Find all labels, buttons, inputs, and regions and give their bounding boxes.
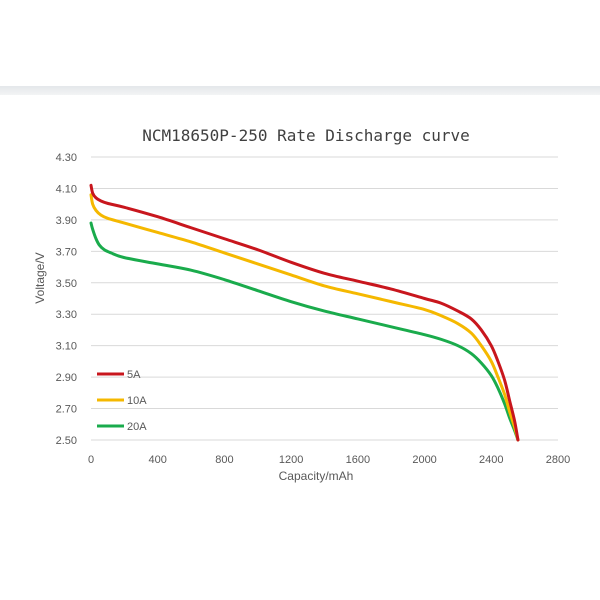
y-tick-label: 3.30 [56, 309, 77, 321]
series-line-20a [89, 221, 520, 442]
x-tick-label: 0 [88, 454, 94, 466]
legend-label: 10A [127, 395, 147, 407]
y-axis-label: Voltage/V [33, 252, 47, 303]
y-tick-label: 3.10 [56, 341, 77, 353]
legend: 5A 10A 20A [97, 369, 147, 433]
x-tick-label: 2000 [412, 454, 436, 466]
x-tick-label: 1600 [346, 454, 370, 466]
y-tick-label: 3.90 [56, 215, 77, 227]
x-tick-label: 400 [149, 454, 167, 466]
x-axis-label: Capacity/mAh [279, 469, 354, 483]
chart-title: NCM18650P-250 Rate Discharge curve [142, 126, 470, 145]
y-tick-label: 2.50 [56, 435, 77, 447]
legend-label: 20A [127, 421, 147, 433]
y-tick-label: 4.10 [56, 183, 77, 195]
legend-label: 5A [127, 369, 141, 381]
y-tick-label: 3.50 [56, 278, 77, 290]
x-tick-labels: 0 400 800 1200 1600 2000 2400 2800 [88, 454, 570, 466]
series-line-5a [89, 183, 520, 442]
series-lines [89, 183, 520, 442]
y-tick-label: 3.70 [56, 246, 77, 258]
header-band [0, 86, 600, 95]
y-tick-label: 4.30 [56, 152, 77, 164]
series-line-10a [89, 193, 520, 442]
grid-lines [91, 156, 558, 441]
x-tick-label: 800 [215, 454, 233, 466]
x-tick-label: 1200 [279, 454, 303, 466]
y-tick-labels: 2.50 2.70 2.90 3.10 3.30 3.50 3.70 3.90 4.10 4.30 [56, 152, 77, 447]
x-tick-label: 2800 [546, 454, 570, 466]
y-tick-label: 2.90 [56, 372, 77, 384]
x-tick-label: 2400 [479, 454, 503, 466]
y-tick-label: 2.70 [56, 404, 77, 416]
